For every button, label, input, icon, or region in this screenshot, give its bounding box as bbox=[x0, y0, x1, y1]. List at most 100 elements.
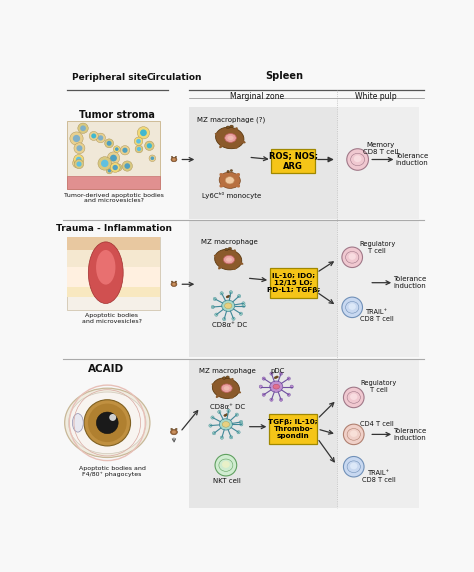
Text: MZ macrophage (?): MZ macrophage (?) bbox=[197, 117, 265, 124]
Bar bbox=[67, 121, 160, 189]
Circle shape bbox=[145, 141, 154, 150]
Text: MZ macrophage: MZ macrophage bbox=[201, 239, 258, 245]
Ellipse shape bbox=[222, 461, 230, 468]
Circle shape bbox=[78, 123, 88, 133]
Circle shape bbox=[76, 157, 82, 162]
Circle shape bbox=[96, 133, 105, 143]
Circle shape bbox=[279, 398, 283, 402]
Ellipse shape bbox=[219, 142, 224, 148]
Circle shape bbox=[120, 146, 130, 155]
Text: Spleen: Spleen bbox=[265, 72, 303, 81]
Circle shape bbox=[137, 126, 150, 139]
Circle shape bbox=[110, 154, 117, 161]
Circle shape bbox=[125, 163, 130, 169]
Circle shape bbox=[117, 165, 120, 169]
Ellipse shape bbox=[224, 415, 226, 416]
Ellipse shape bbox=[230, 169, 233, 172]
Text: ROS; NOS;
ARG: ROS; NOS; ARG bbox=[269, 152, 318, 170]
Text: TRAIL⁺
CD8 T cell: TRAIL⁺ CD8 T cell bbox=[360, 308, 394, 321]
Ellipse shape bbox=[215, 133, 221, 136]
Circle shape bbox=[80, 125, 86, 131]
Circle shape bbox=[122, 148, 128, 153]
Ellipse shape bbox=[236, 261, 244, 265]
Ellipse shape bbox=[235, 173, 240, 178]
Ellipse shape bbox=[216, 127, 244, 149]
Ellipse shape bbox=[173, 158, 175, 161]
Circle shape bbox=[137, 147, 141, 151]
Circle shape bbox=[75, 161, 80, 166]
Circle shape bbox=[239, 312, 243, 315]
Ellipse shape bbox=[171, 281, 173, 282]
FancyBboxPatch shape bbox=[271, 149, 315, 173]
Text: White pulp: White pulp bbox=[355, 92, 396, 101]
Circle shape bbox=[290, 385, 293, 388]
FancyBboxPatch shape bbox=[270, 268, 317, 297]
Circle shape bbox=[73, 158, 82, 168]
Bar bbox=[190, 359, 419, 507]
Text: pDC: pDC bbox=[271, 368, 285, 374]
Text: TRAIL⁺
CD8 T cell: TRAIL⁺ CD8 T cell bbox=[362, 470, 395, 483]
Ellipse shape bbox=[172, 431, 176, 434]
Ellipse shape bbox=[232, 265, 237, 270]
Ellipse shape bbox=[69, 392, 146, 454]
Ellipse shape bbox=[88, 242, 123, 304]
Ellipse shape bbox=[96, 250, 116, 285]
Circle shape bbox=[344, 456, 364, 477]
Circle shape bbox=[227, 409, 230, 412]
Circle shape bbox=[287, 393, 291, 396]
Ellipse shape bbox=[354, 155, 362, 162]
Circle shape bbox=[344, 424, 364, 444]
Circle shape bbox=[223, 317, 226, 321]
Text: Regulatory
T cell: Regulatory T cell bbox=[359, 241, 395, 254]
Circle shape bbox=[122, 161, 132, 171]
Ellipse shape bbox=[171, 157, 177, 162]
Ellipse shape bbox=[211, 383, 218, 387]
Ellipse shape bbox=[226, 296, 228, 298]
Text: Peripheral site: Peripheral site bbox=[72, 73, 147, 82]
Circle shape bbox=[108, 169, 111, 172]
Circle shape bbox=[344, 387, 364, 408]
Ellipse shape bbox=[216, 392, 220, 398]
Ellipse shape bbox=[175, 428, 177, 430]
Ellipse shape bbox=[173, 283, 175, 285]
Ellipse shape bbox=[350, 463, 357, 469]
Circle shape bbox=[105, 139, 114, 148]
Circle shape bbox=[110, 162, 120, 172]
Circle shape bbox=[140, 129, 147, 136]
Circle shape bbox=[259, 385, 263, 388]
Bar bbox=[337, 220, 419, 358]
Ellipse shape bbox=[171, 282, 177, 287]
Circle shape bbox=[89, 132, 98, 141]
Circle shape bbox=[212, 432, 216, 435]
Circle shape bbox=[262, 377, 265, 380]
Circle shape bbox=[220, 292, 223, 295]
Ellipse shape bbox=[219, 182, 225, 188]
Text: Trauma - Inflammation: Trauma - Inflammation bbox=[55, 224, 172, 233]
Circle shape bbox=[70, 132, 83, 145]
Text: Regulatory
T cell: Regulatory T cell bbox=[360, 380, 397, 393]
Text: MZ macrophage: MZ macrophage bbox=[199, 368, 256, 374]
Circle shape bbox=[74, 160, 84, 169]
Ellipse shape bbox=[175, 156, 177, 157]
Ellipse shape bbox=[232, 249, 236, 254]
Ellipse shape bbox=[223, 255, 235, 264]
Circle shape bbox=[262, 393, 265, 396]
Circle shape bbox=[76, 161, 82, 166]
Ellipse shape bbox=[229, 394, 234, 399]
Circle shape bbox=[242, 304, 245, 307]
Circle shape bbox=[215, 313, 218, 316]
Circle shape bbox=[147, 143, 152, 148]
Circle shape bbox=[107, 152, 120, 164]
Ellipse shape bbox=[73, 414, 83, 432]
Ellipse shape bbox=[171, 156, 173, 157]
Ellipse shape bbox=[225, 177, 234, 184]
Ellipse shape bbox=[224, 386, 229, 390]
Circle shape bbox=[347, 149, 368, 170]
Ellipse shape bbox=[228, 247, 232, 250]
Circle shape bbox=[96, 412, 118, 434]
Ellipse shape bbox=[273, 384, 280, 389]
Circle shape bbox=[287, 377, 291, 380]
Circle shape bbox=[74, 143, 85, 154]
Text: Circulation: Circulation bbox=[146, 73, 202, 82]
Circle shape bbox=[151, 157, 154, 160]
